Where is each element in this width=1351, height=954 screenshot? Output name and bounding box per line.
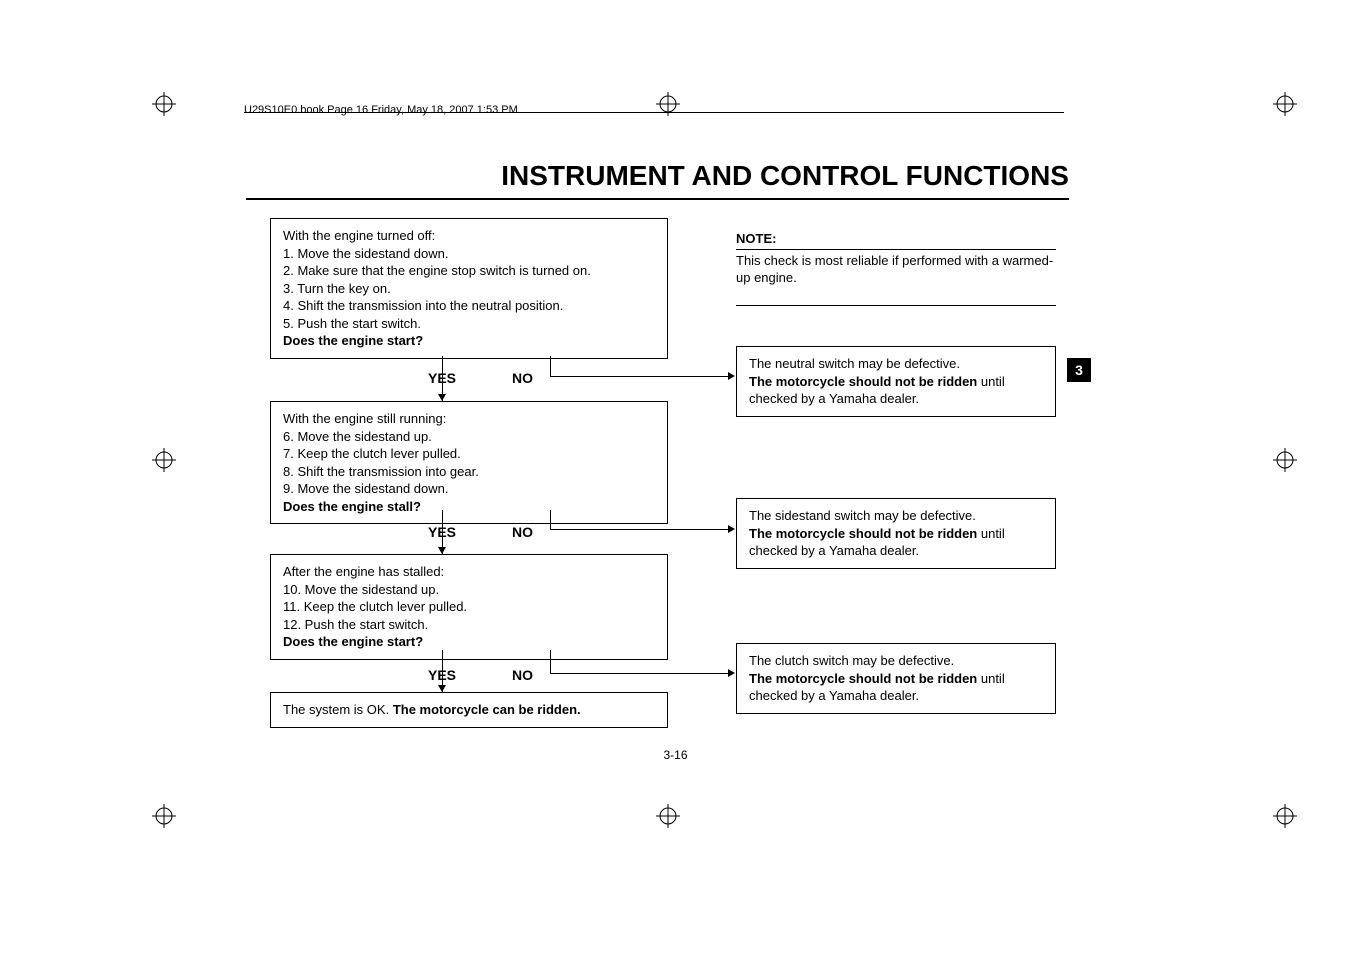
step2-question: Does the engine stall? [283,498,655,516]
step1-intro: With the engine turned off: [283,227,655,245]
step3-line: 10. Move the sidestand up. [283,581,655,599]
result3-line: The motorcycle should not be ridden unti… [749,670,1043,705]
step3-line: 11. Keep the clutch lever pulled. [283,598,655,616]
crop-mark-icon [152,448,176,472]
result2-line: The sidestand switch may be defective. [749,507,1043,525]
no-label: NO [512,369,533,388]
connector-line [550,376,730,377]
step1-line: 4. Shift the transmission into the neutr… [283,297,655,315]
no-label: NO [512,523,533,542]
step2-line: 8. Shift the transmission into gear. [283,463,655,481]
note-text: This check is most reliable if performed… [736,252,1056,287]
step2-intro: With the engine still running: [283,410,655,428]
step1-line: 1. Move the sidestand down. [283,245,655,263]
page-number: 3-16 [0,748,1351,762]
step4-text: The system is OK. [283,702,393,717]
note-label: NOTE: [736,230,1056,250]
flowchart-step-1: With the engine turned off: 1. Move the … [270,218,668,359]
step3-intro: After the engine has stalled: [283,563,655,581]
chapter-tab: 3 [1067,358,1091,382]
connector-line [550,529,730,530]
note-block: NOTE: This check is most reliable if per… [736,230,1056,306]
flowchart-step-2: With the engine still running: 6. Move t… [270,401,668,524]
page-container: U29S10E0.book Page 16 Friday, May 18, 20… [0,0,1351,954]
flowchart-result-1: The neutral switch may be defective. The… [736,346,1056,417]
crop-mark-icon [1273,804,1297,828]
arrow-down-icon [438,685,446,692]
arrow-right-icon [728,525,735,533]
arrow-down-icon [438,547,446,554]
step2-line: 9. Move the sidestand down. [283,480,655,498]
flowchart-step-4: The system is OK. The motorcycle can be … [270,692,668,728]
flowchart-step-3: After the engine has stalled: 10. Move t… [270,554,668,660]
arrow-right-icon [728,372,735,380]
step2-line: 6. Move the sidestand up. [283,428,655,446]
crop-mark-icon [152,92,176,116]
step2-line: 7. Keep the clutch lever pulled. [283,445,655,463]
connector-line [550,510,551,529]
connector-line [550,356,551,376]
crop-mark-icon [1273,448,1297,472]
step1-line: 3. Turn the key on. [283,280,655,298]
arrow-right-icon [728,669,735,677]
crop-mark-icon [656,804,680,828]
header-rule [244,112,1064,113]
step1-line: 2. Make sure that the engine stop switch… [283,262,655,280]
flowchart-result-2: The sidestand switch may be defective. T… [736,498,1056,569]
connector-line [550,650,551,673]
result1-line: The motorcycle should not be ridden unti… [749,373,1043,408]
no-label: NO [512,666,533,685]
result3-line: The clutch switch may be defective. [749,652,1043,670]
step1-question: Does the engine start? [283,332,655,350]
note-underline [736,303,1056,306]
result1-line: The neutral switch may be defective. [749,355,1043,373]
header-file-info: U29S10E0.book Page 16 Friday, May 18, 20… [244,104,518,116]
section-title: INSTRUMENT AND CONTROL FUNCTIONS [246,160,1069,200]
crop-mark-icon [1273,92,1297,116]
step1-line: 5. Push the start switch. [283,315,655,333]
step4-text-bold: The motorcycle can be ridden. [393,702,581,717]
step3-line: 12. Push the start switch. [283,616,655,634]
step3-question: Does the engine start? [283,633,655,651]
connector-line [550,673,730,674]
result2-line: The motorcycle should not be ridden unti… [749,525,1043,560]
flowchart-result-3: The clutch switch may be defective. The … [736,643,1056,714]
arrow-down-icon [438,394,446,401]
crop-mark-icon [152,804,176,828]
